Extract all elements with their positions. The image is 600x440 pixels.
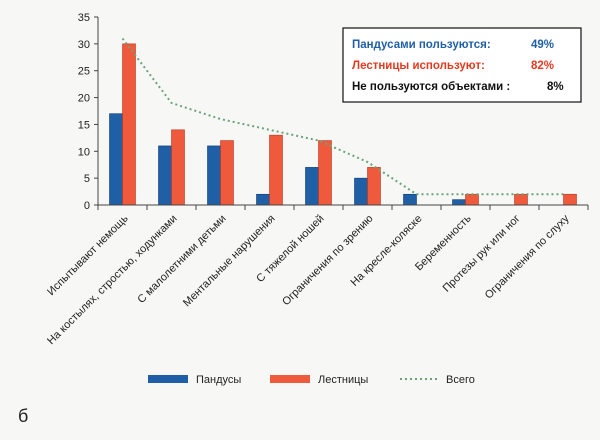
bar-ramps: [256, 193, 270, 206]
x-category-label: Испытывают немощь: [45, 212, 131, 298]
legend-swatch-ramps: [148, 375, 188, 383]
bar-stairs: [171, 129, 185, 206]
y-tick-label: 0: [84, 200, 90, 212]
legend: Пандусы Лестницы Всего: [148, 374, 475, 386]
info-line-stairs: Лестницы используют: 82%: [352, 60, 554, 72]
bar-ramps: [158, 145, 172, 206]
bar-stairs: [563, 193, 577, 206]
x-category-label: С малолетними детьми: [135, 213, 228, 306]
total-series-line: [121, 37, 564, 196]
info-box: Пандусами пользуются: 49% Лестницы испол…: [342, 27, 582, 103]
legend-label-stairs: Лестницы: [318, 374, 368, 386]
bar-stairs: [318, 140, 332, 206]
legend-item-total: Всего: [400, 374, 475, 386]
legend-item-stairs: Лестницы: [270, 374, 368, 386]
legend-label-total: Всего: [446, 374, 475, 386]
bar-stairs: [122, 43, 136, 206]
x-category-label: Ограничения по зрению: [280, 213, 375, 308]
y-tick-label: 20: [78, 93, 90, 105]
bar-stairs: [514, 193, 528, 206]
bar-ramps: [452, 199, 466, 206]
bar-ramps: [207, 145, 221, 206]
info-line-none: Не пользуются объектами : 8%: [352, 81, 564, 93]
bar-ramps: [305, 167, 319, 206]
legend-item-ramps: Пандусы: [148, 374, 241, 386]
bar-ramps: [354, 177, 368, 206]
y-tick-label: 25: [78, 66, 90, 78]
total-line-group: [121, 37, 564, 196]
x-axis: [97, 204, 589, 210]
y-tick-label: 5: [84, 173, 90, 185]
y-tick-label: 10: [78, 146, 90, 158]
bar-ramps: [403, 193, 417, 206]
x-category-label: Ментальные нарушения: [181, 213, 278, 310]
bar-stairs: [465, 193, 479, 206]
panel-label: б: [18, 406, 29, 426]
y-axis: 0 5 10 15 20 25 30 35: [78, 12, 99, 212]
bar-stairs: [220, 140, 234, 206]
legend-label-ramps: Пандусы: [196, 374, 241, 386]
bar-stairs: [367, 167, 381, 206]
bar-ramps: [109, 113, 123, 206]
bars-group: [109, 43, 577, 206]
x-category-label: Ограничения по слуху: [483, 212, 572, 301]
bar-stairs: [269, 134, 283, 206]
y-tick-label: 30: [78, 39, 90, 51]
y-tick-label: 15: [78, 119, 90, 131]
info-line-ramps: Пандусами пользуются: 49%: [352, 39, 554, 51]
y-tick-label: 35: [78, 12, 90, 24]
legend-swatch-stairs: [270, 375, 310, 383]
